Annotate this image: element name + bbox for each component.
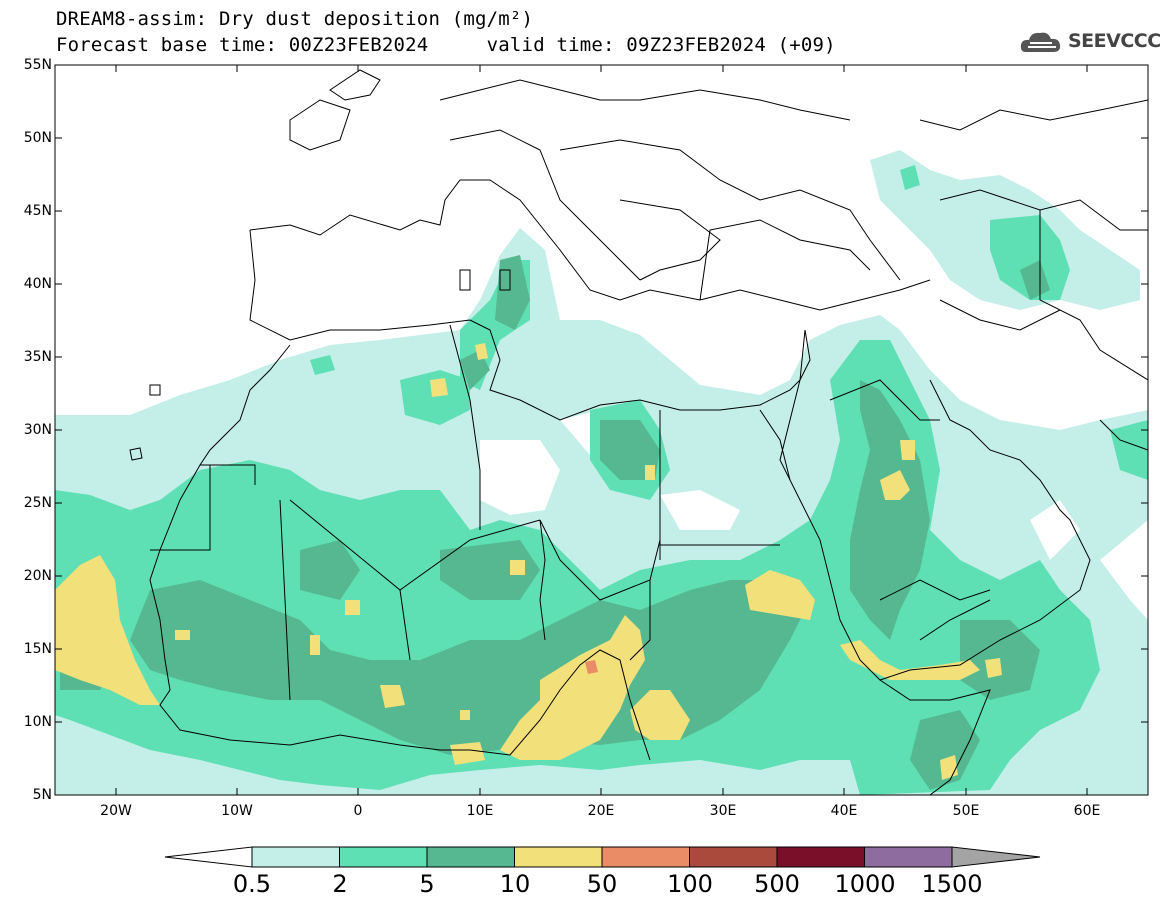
lon-label: 60E [1073, 803, 1101, 819]
map-title: DREAM8-assim: Dry dust deposition (mg/m²… [56, 8, 534, 30]
colorbar-label: 500 [754, 870, 800, 898]
lat-label: 10N [23, 714, 52, 730]
colorbar-swatch [601, 846, 690, 868]
axis-ticks [55, 64, 1148, 795]
colorbar-swatch [689, 846, 778, 868]
lat-label: 35N [23, 349, 52, 365]
lat-label: 45N [23, 203, 52, 219]
colorbar-swatch [339, 846, 428, 868]
colorbar-label: 100 [667, 870, 713, 898]
colorbar-below-arrow [164, 846, 253, 868]
colorbar-label: 10 [499, 870, 531, 898]
lon-label: 20E [587, 803, 615, 819]
colorbar-label: 1000 [834, 870, 896, 898]
lat-label: 20N [23, 568, 52, 584]
lon-label: 50E [952, 803, 980, 819]
lon-label: 10E [466, 803, 494, 819]
colorbar [164, 846, 1041, 868]
lat-label: 25N [23, 495, 52, 511]
lat-label: 5N [32, 787, 52, 803]
lon-label: 0 [353, 803, 363, 819]
map-subtitle: Forecast base time: 00Z23FEB2024 valid t… [56, 34, 836, 56]
colorbar-label: 0.5 [232, 870, 272, 898]
lon-label: 10W [221, 803, 253, 819]
lat-label: 15N [23, 641, 52, 657]
colorbar-above-arrow [951, 846, 1041, 868]
lat-label: 40N [23, 276, 52, 292]
lon-label: 20W [100, 803, 132, 819]
lat-label: 30N [23, 422, 52, 438]
logo-text: SEEVCCC [1068, 30, 1161, 52]
colorbar-swatch [251, 846, 340, 868]
colorbar-swatch [776, 846, 865, 868]
lon-label: 30E [709, 803, 737, 819]
colorbar-swatch [426, 846, 515, 868]
colorbar-swatch [514, 846, 603, 868]
colorbar-label: 50 [586, 870, 618, 898]
cloud-logo-icon [1020, 32, 1061, 52]
lat-label: 50N [23, 130, 52, 146]
lat-label: 55N [23, 57, 52, 73]
dust-field [55, 150, 1148, 795]
colorbar-label: 1500 [921, 870, 983, 898]
colorbar-swatch [864, 846, 953, 868]
dust-level-50 [585, 660, 598, 674]
colorbar-label: 2 [332, 870, 348, 898]
colorbar-label: 5 [419, 870, 435, 898]
map-borders [129, 69, 1148, 795]
lon-label: 40E [830, 803, 858, 819]
